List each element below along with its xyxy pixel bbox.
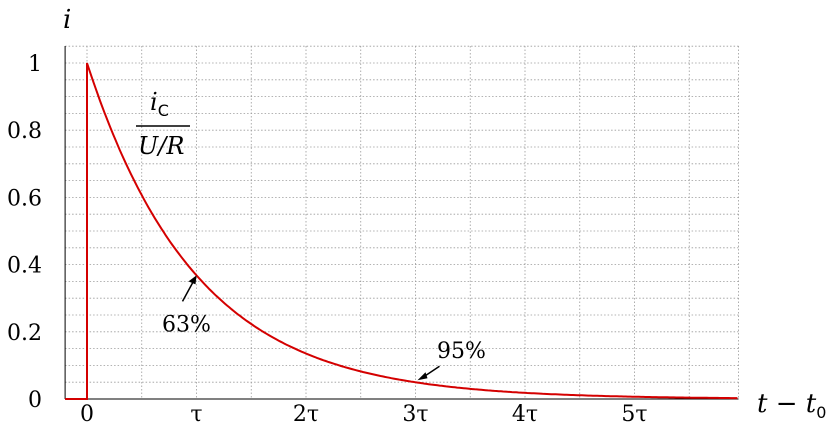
x-tick-label: τ [190,402,202,427]
x-tick-label: 3τ [402,402,428,427]
curve-label-numerator-sub: C [158,101,169,120]
x-axis-label: t − t0 [757,389,826,422]
y-tick-label: 0 [28,388,42,413]
annotation-arrowhead-95 [417,372,428,381]
curve-label: iC U/R [136,88,190,160]
x-tick-label: 4τ [512,402,538,427]
x-tick-label: 2τ [293,402,319,427]
curve-label-denominator: U/R [138,132,184,160]
annotation-arrowhead-63 [188,275,197,285]
y-tick-label: 0.2 [7,321,42,346]
x-axis-label-sub: 0 [816,403,826,422]
axes [64,46,739,400]
x-tick-label: 0 [80,402,94,427]
annotation-label-95: 95% [437,339,486,364]
tick-labels: 0 0.2 0.4 0.6 0.8 1 0 τ 2τ 3τ 4τ 5τ [7,52,648,427]
curve-label-numerator: iC [150,88,169,120]
y-tick-label: 1 [28,52,42,77]
series-line [65,62,738,400]
y-axis-label: i [63,5,71,35]
annotation-label-63: 63% [162,312,211,337]
annotations: 63% 95% [162,275,486,381]
series-group [65,62,738,400]
x-axis-label-main: t − t [757,389,817,419]
curve-label-numerator-var: i [150,88,158,116]
grid-lines [65,45,739,400]
y-tick-label: 0.4 [7,254,42,279]
y-tick-label: 0.6 [7,186,42,211]
y-tick-label: 0.8 [7,119,42,144]
x-tick-label: 5τ [621,402,647,427]
